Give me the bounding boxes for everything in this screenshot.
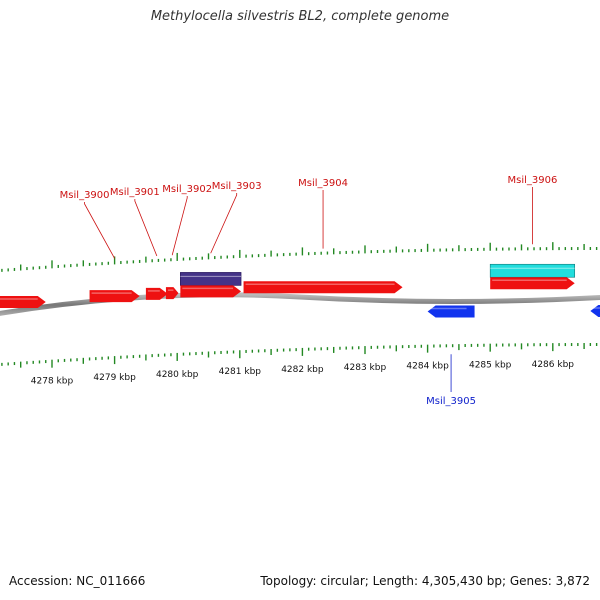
feature-bar	[180, 272, 242, 286]
scale-label: 4278 kbp	[31, 377, 74, 387]
gene-label: Msil_3902	[162, 184, 212, 195]
scale-label: 4286 kbp	[532, 360, 575, 370]
gene-arrow	[590, 305, 600, 318]
genome-title: Methylocella silvestris BL2, complete ge…	[150, 9, 450, 24]
gene-label-layer: Msil_3900 Msil_3901 Msil_3902 Msil_3903 Msil…	[60, 175, 558, 407]
gene-leader-line	[84, 202, 115, 259]
feature-bar	[489, 263, 576, 278]
gene-label: Msil_3905	[426, 396, 476, 407]
scale-label: 4283 kbp	[344, 363, 387, 373]
gene-leader-line	[210, 193, 238, 254]
scale-label: 4280 kbp	[156, 370, 199, 380]
gene-arrow	[0, 296, 46, 309]
gene-arrow	[145, 287, 168, 300]
scale-label: 4284 kbp	[406, 362, 449, 372]
outer-tick-row	[1, 242, 598, 272]
scale-label-layer: 4278 kbp 4279 kbp 4280 kbp 4281 kbp 4282 kbp…	[31, 360, 574, 387]
gene-leader-line	[134, 199, 158, 257]
accession-text: Accession: NC_011666	[9, 574, 146, 588]
inner-tick-row	[1, 343, 598, 368]
gene-label: Msil_3903	[212, 181, 262, 192]
gene-label: Msil_3904	[298, 178, 348, 189]
gene-label: Msil_3906	[508, 175, 558, 186]
gene-arrow	[180, 285, 242, 298]
scale-label: 4282 kbp	[281, 365, 324, 375]
gene-arrow	[89, 290, 140, 303]
scale-label: 4279 kbp	[93, 373, 136, 383]
gene-label: Msil_3900	[60, 190, 110, 201]
gene-layer	[0, 277, 600, 318]
gene-label: Msil_3901	[110, 187, 160, 198]
gene-arrow	[243, 281, 403, 294]
gene-arrow	[490, 277, 575, 290]
scale-label: 4281 kbp	[219, 367, 262, 377]
genome-summary-text: Topology: circular; Length: 4,305,430 bp…	[260, 574, 590, 588]
scale-label: 4285 kbp	[469, 361, 512, 371]
gene-arrow	[165, 287, 179, 300]
gene-arrow	[427, 305, 475, 318]
gene-leader-line	[171, 196, 188, 256]
